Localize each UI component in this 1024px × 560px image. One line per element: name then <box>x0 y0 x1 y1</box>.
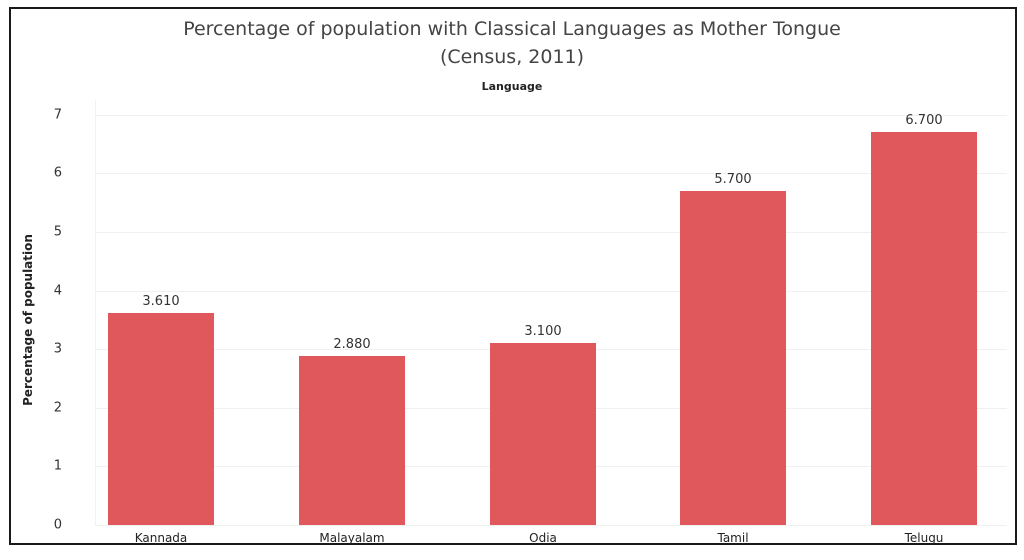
value-label: 2.880 <box>333 337 371 353</box>
gridline <box>95 232 1007 233</box>
x-tick-label: Kannada <box>134 531 188 545</box>
bar-kannada[interactable] <box>108 313 214 525</box>
x-tick-label: Malayalam <box>319 531 385 545</box>
gridline <box>95 525 1007 526</box>
y-tick-label: 5 <box>53 224 62 240</box>
value-label: 3.610 <box>142 294 180 310</box>
bar-odia[interactable] <box>490 343 596 525</box>
value-label: 5.700 <box>714 171 752 187</box>
x-tick-label: Tamil <box>717 531 749 545</box>
y-tick-label: 7 <box>53 107 62 123</box>
x-tick-label: Odia <box>529 531 557 545</box>
y-tick-label: 3 <box>53 341 62 357</box>
y-axis-line <box>95 100 96 525</box>
gridline <box>95 173 1007 175</box>
gridline <box>95 290 1007 292</box>
x-tick-label: Telugu <box>904 531 944 545</box>
column-header: Language <box>481 80 543 93</box>
gridline <box>95 114 1007 116</box>
bar-tamil[interactable] <box>680 190 786 525</box>
y-tick-label: 1 <box>53 458 62 474</box>
y-tick-label: 2 <box>53 400 62 416</box>
value-label: 3.100 <box>524 324 562 340</box>
bar-telugu[interactable] <box>871 132 977 525</box>
y-tick-label: 6 <box>53 165 62 181</box>
y-tick-label: 4 <box>53 283 62 299</box>
chart-subtitle: (Census, 2011) <box>439 46 585 68</box>
y-tick-label: 0 <box>53 517 62 533</box>
value-label: 6.700 <box>905 113 943 129</box>
y-axis-label: Percentage of population <box>21 234 35 406</box>
chart-title: Percentage of population with Classical … <box>183 18 841 40</box>
bar-malayalam[interactable] <box>299 356 405 525</box>
